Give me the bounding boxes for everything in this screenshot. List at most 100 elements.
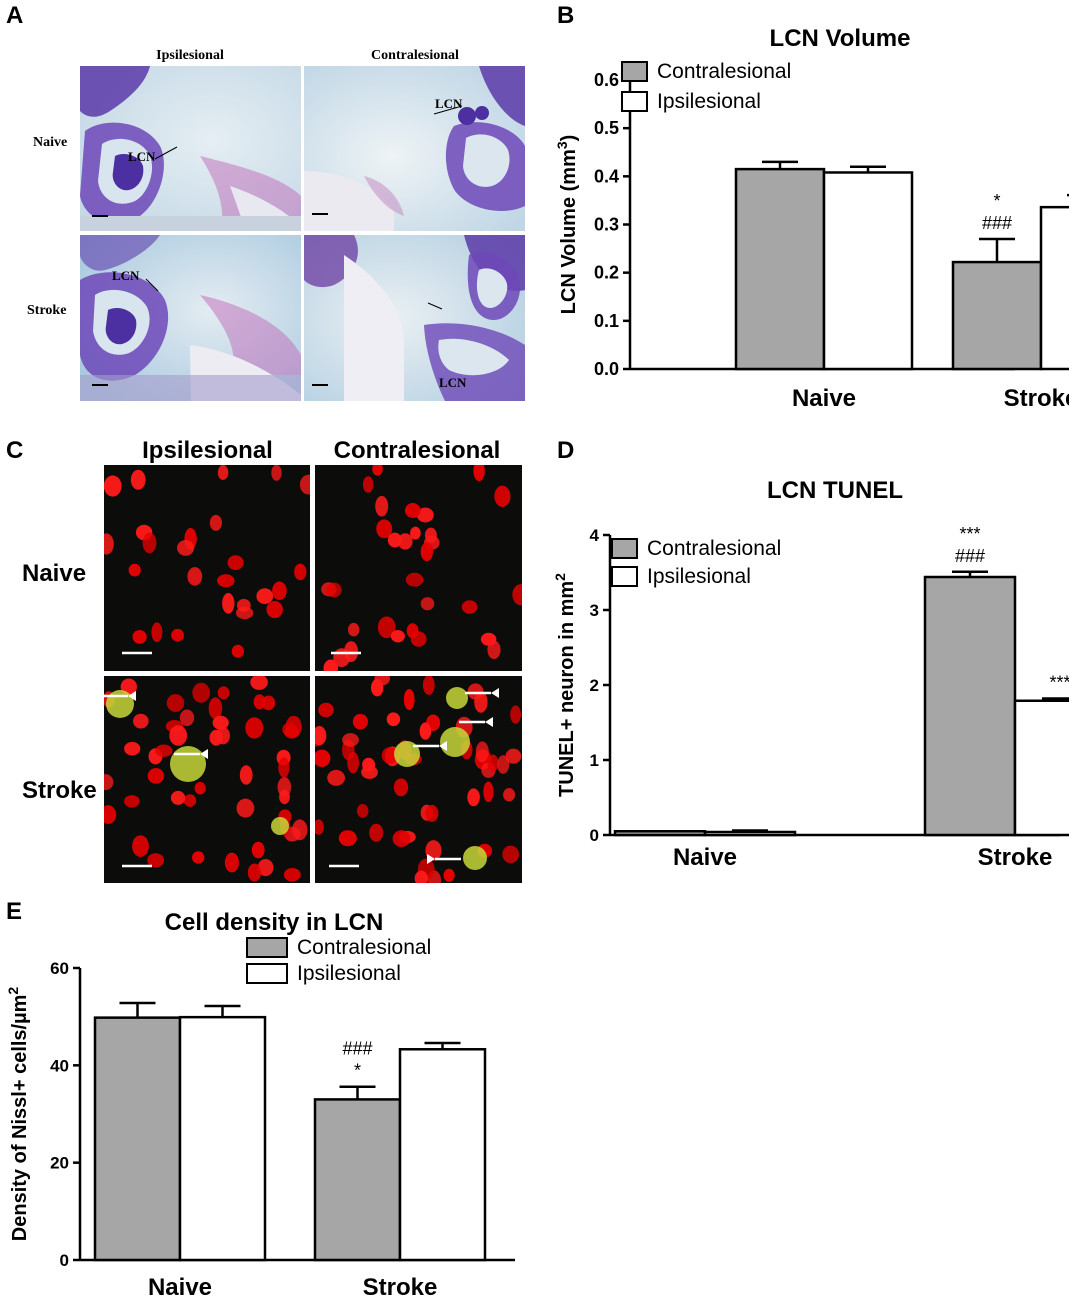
nucleus-blob: [253, 694, 266, 710]
legend-swatch: [621, 61, 648, 82]
panel-letter-d: D: [557, 437, 575, 464]
y-tick-label: 0.6: [594, 70, 619, 90]
fluorescence-naive-contralesional: [315, 465, 522, 671]
significance-annotation: *: [354, 1061, 361, 1081]
nucleus-blob: [344, 641, 359, 663]
y-tick-label: 0: [590, 826, 599, 845]
nucleus-blob: [487, 754, 499, 772]
nucleus-blob: [251, 841, 265, 859]
nucleus-blob: [104, 475, 122, 497]
nucleus-blob: [231, 644, 245, 658]
y-axis-label: LCN Volume (mm3): [554, 135, 580, 315]
chart-d-lcn-tunel: LCN TUNEL 0 1 2 3 4 TUNEL+ neuron in mm2 Naive #…: [545, 470, 1069, 890]
nucleus-blob: [512, 584, 522, 606]
y-tick-label: 40: [50, 1056, 69, 1075]
x-category-label: Stroke: [1004, 385, 1069, 412]
bar: [923, 575, 1017, 837]
nucleus-blob: [405, 572, 424, 587]
bar: [703, 830, 797, 837]
y-tick-label: 0.1: [594, 311, 619, 331]
nucleus-blob: [362, 757, 376, 772]
tunel-positive-cell: [271, 817, 289, 835]
y-tick-label: 0.2: [594, 263, 619, 283]
nucleus-blob: [299, 474, 310, 495]
nucleus-blob: [473, 465, 485, 482]
x-category-label: Naive: [792, 385, 856, 412]
nucleus-blob: [124, 795, 140, 808]
legend-label: Ipsilesional: [647, 565, 751, 588]
panel-letter-b: B: [557, 2, 575, 29]
nucleus-blob: [327, 769, 345, 786]
nucleus-blob: [104, 774, 114, 791]
nucleus-blob: [222, 592, 235, 614]
y-tick-label: 0.3: [594, 215, 619, 235]
nucleus-blob: [326, 582, 342, 598]
nucleus-blob: [217, 686, 230, 700]
bar: [93, 1016, 182, 1262]
nucleus-blob: [487, 640, 501, 660]
legend-swatch: [611, 566, 638, 587]
bar: [313, 1098, 402, 1262]
nucleus-blob: [369, 823, 384, 842]
nucleus-blob: [187, 567, 203, 586]
fluorescence-image-grid: [104, 465, 522, 883]
bar: [734, 167, 826, 371]
nucleus-blob: [338, 830, 357, 847]
tunel-positive-cell: [446, 687, 468, 709]
significance-annotation: ###: [982, 213, 1012, 233]
histology-lcn-label: LCN: [112, 268, 140, 283]
tunel-positive-cell: [440, 727, 470, 757]
nucleus-blob: [315, 819, 324, 835]
histology-image-grid: LCN LCN: [80, 66, 525, 401]
fluorescence-col-header-contralesional: Contralesional: [333, 437, 501, 464]
nucleus-blob: [209, 514, 222, 531]
nucleus-blob: [250, 676, 268, 690]
nucleus-blob: [155, 744, 173, 757]
nucleus-blob: [475, 741, 489, 763]
nucleus-blob: [381, 747, 398, 764]
nucleus-blob: [410, 526, 421, 540]
y-tick-label: 0: [60, 1251, 69, 1270]
nucleus-blob: [192, 682, 211, 703]
chart-title: LCN TUNEL: [767, 477, 903, 504]
legend-label: Contralesional: [657, 60, 791, 83]
nucleus-blob: [261, 695, 276, 711]
nucleus-blob: [403, 689, 415, 710]
nucleus-blob: [318, 702, 334, 718]
nucleus-blob: [257, 859, 274, 877]
nucleus-blob: [212, 715, 229, 730]
nucleus-blob: [342, 733, 359, 747]
nucleus-blob: [377, 616, 396, 639]
nucleus-blob: [256, 588, 274, 605]
significance-annotation: ***: [1049, 673, 1069, 693]
nucleus-blob: [375, 495, 389, 517]
nucleus-blob: [420, 542, 433, 562]
nucleus-blob: [132, 835, 149, 857]
tunel-positive-cell: [106, 690, 134, 718]
bar: [822, 171, 914, 371]
bar: [613, 830, 707, 837]
nucleus-blob: [356, 804, 369, 818]
nucleus-blob: [239, 765, 253, 785]
fluorescence-naive-ipsilesional: [104, 465, 310, 671]
x-category-label: Stroke: [978, 844, 1053, 871]
histology-naive-contralesional: LCN: [304, 66, 525, 231]
fluorescence-stroke-ipsilesional: [104, 676, 310, 883]
nucleus-blob: [386, 712, 401, 727]
nucleus-blob: [179, 709, 195, 727]
nucleus-blob: [272, 581, 287, 601]
nucleus-blob: [271, 465, 282, 481]
histology-row-header-naive: Naive: [33, 135, 68, 150]
nucleus-blob: [424, 527, 437, 543]
histology-lcn-label: LCN: [128, 149, 156, 164]
nucleus-blob: [170, 790, 186, 805]
legend-swatch: [246, 937, 288, 958]
nucleus-blob: [405, 503, 421, 518]
nucleus-blob: [217, 574, 235, 588]
histology-naive-ipsilesional: LCN: [80, 66, 301, 231]
nucleus-blob: [483, 781, 494, 803]
nucleus-blob: [217, 465, 229, 480]
histology-col-header-contralesional: Contralesional: [371, 48, 459, 63]
significance-annotation: ###: [955, 546, 985, 566]
nucleus-blob: [132, 630, 147, 644]
